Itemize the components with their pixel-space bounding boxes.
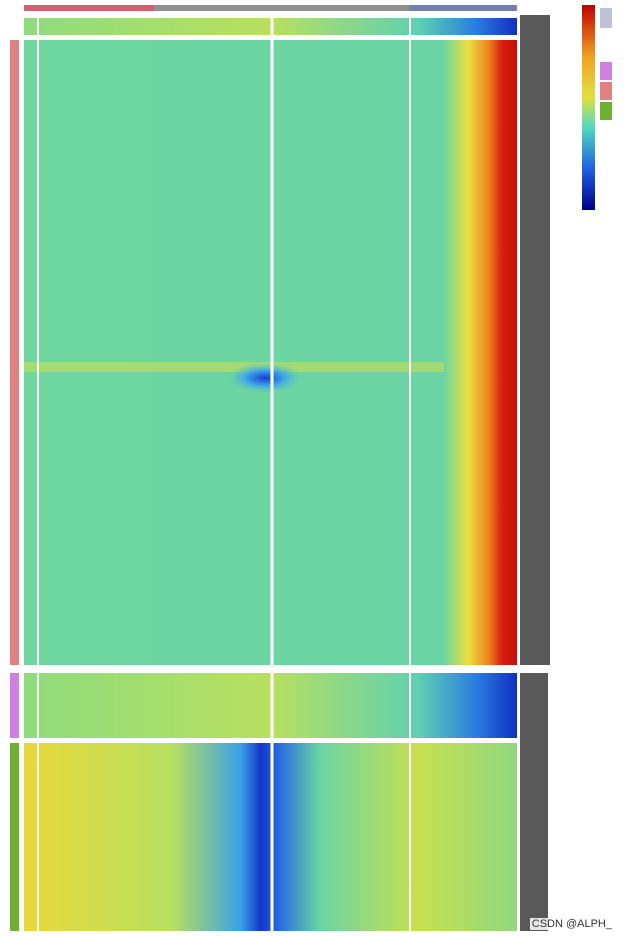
watermark: CSDN @ALPH_	[529, 918, 614, 930]
